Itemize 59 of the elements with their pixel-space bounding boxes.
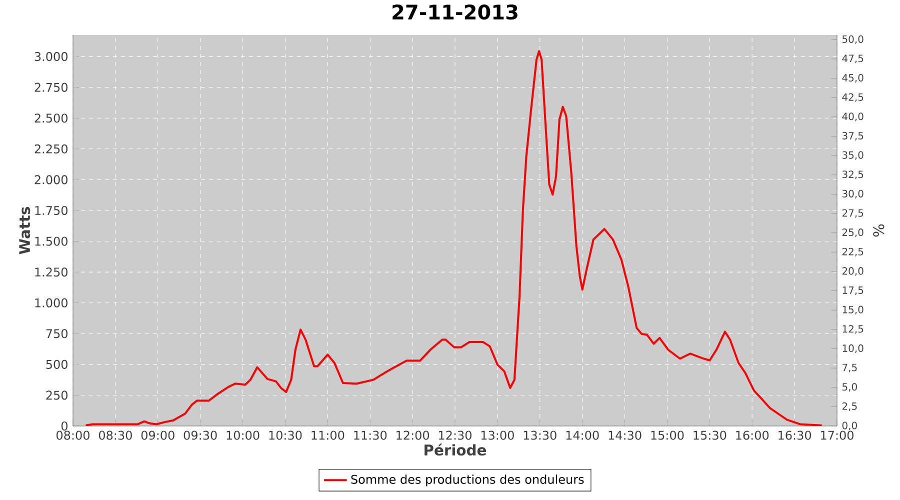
y2-tick-label: 0,0: [842, 422, 857, 430]
y2-tick-label: 10,0: [842, 344, 864, 354]
y2-tick-label: 50,0: [842, 35, 864, 44]
x-tick-label: 16:00: [736, 430, 769, 440]
x-tick-label: 11:00: [312, 430, 344, 440]
y-tick-label: 1.500: [35, 236, 68, 246]
y2-tick-label: 27,5: [842, 209, 864, 218]
y2-tick-label: 32,5: [842, 170, 864, 180]
line-series: [84, 50, 823, 426]
x-tick-label: 14:00: [566, 430, 599, 440]
y-tick-label: 0: [61, 421, 68, 431]
y-tick-label: 2.250: [34, 144, 68, 154]
y-tick-label: 3.000: [34, 52, 68, 62]
x-axis-title: Période: [424, 444, 486, 456]
x-tick-label: 11:30: [354, 430, 387, 440]
y-axis-title: Watts: [19, 207, 30, 254]
y-tick-label: 1.000: [35, 298, 68, 308]
y2-tick-label: 5,0: [842, 383, 857, 392]
x-tick-label: 10:00: [226, 430, 260, 440]
y2-tick-label: 7,5: [842, 364, 857, 372]
y2-tick-label: 45,0: [842, 74, 864, 83]
y2-axis-title: %: [873, 224, 884, 237]
y-tick-label: 2.000: [34, 175, 68, 184]
y2-tick-label: 25,0: [842, 228, 864, 238]
y-tick-label: 1.750: [35, 206, 68, 216]
chart-title: 27-11-2013: [392, 4, 518, 20]
y2-tick-label: 15,0: [842, 306, 864, 314]
y-tick-label: 750: [46, 329, 68, 338]
x-tick-label: 15:30: [694, 430, 726, 440]
y2-tick-label: 17,5: [842, 286, 864, 296]
y2-tick-label: 20,0: [842, 267, 864, 276]
y2-tick-label: 12,5: [842, 325, 864, 334]
x-tick-label: 15:00: [651, 430, 684, 440]
legend-label: Somme des productions des onduleurs: [351, 474, 584, 486]
y-tick-label: 2.500: [34, 114, 68, 123]
y2-tick-label: 40,0: [842, 112, 864, 122]
y2-tick-label: 30,0: [842, 190, 864, 198]
y2-tick-label: 2,5: [842, 402, 857, 411]
x-tick-label: 13:30: [524, 430, 556, 440]
x-tick-label: 17:00: [821, 430, 854, 440]
x-tick-label: 14:30: [608, 430, 642, 440]
y-tick-label: 500: [46, 360, 68, 369]
y2-tick-label: 42,5: [842, 93, 864, 102]
y2-tick-label: 22,5: [842, 248, 864, 256]
y2-tick-label: 37,5: [842, 132, 864, 141]
y-tick-label: 2.750: [34, 82, 68, 92]
x-tick-label: 13:00: [481, 430, 514, 440]
x-tick-label: 08:30: [98, 430, 132, 440]
x-tick-label: 10:30: [269, 430, 302, 440]
y2-tick-label: 35,0: [842, 151, 864, 160]
x-tick-label: 12:30: [439, 430, 472, 440]
x-tick-label: 09:00: [141, 430, 174, 440]
y-tick-label: 1.250: [35, 268, 68, 277]
y2-tick-label: 47,5: [842, 54, 864, 64]
x-tick-label: 16:30: [778, 430, 812, 440]
y-tick-label: 250: [46, 390, 68, 400]
x-tick-label: 09:30: [184, 430, 217, 440]
x-tick-label: 08:00: [56, 430, 90, 440]
x-tick-label: 12:00: [396, 430, 430, 440]
